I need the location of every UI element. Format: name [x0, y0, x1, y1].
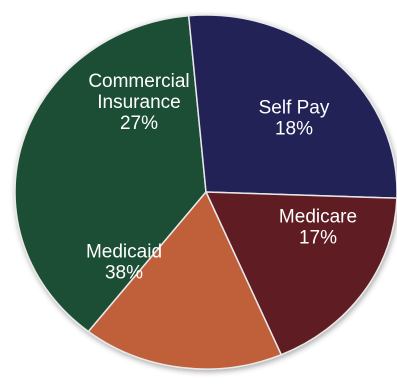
pie-slice-medicare: [87, 190, 283, 370]
pie-slice-commercial: [187, 14, 397, 199]
pie-labels: Medicaid 38% Commercial Insurance 27% Self Pa…: [86, 71, 357, 284]
slice-label-line: 18%: [275, 119, 313, 140]
slice-label-line: Insurance: [97, 92, 180, 113]
pie-slice-medicaid: [14, 14, 207, 333]
slice-label-line: Self Pay: [259, 98, 330, 119]
slice-label-line: 17%: [299, 228, 337, 249]
slice-label-medicaid: Medicaid 38%: [86, 242, 162, 284]
slice-label-line: Medicare: [279, 207, 357, 228]
pie-slice-self-pay: [204, 191, 397, 356]
slice-label-self-pay: Self Pay 18%: [259, 98, 330, 140]
pie-slices: [14, 14, 397, 370]
slice-label-line: 27%: [120, 113, 158, 134]
slice-label-commercial: Commercial Insurance 27%: [88, 71, 189, 134]
slice-label-line: Commercial: [88, 71, 189, 92]
slice-label-line: Medicaid: [86, 242, 162, 263]
slice-label-medicare: Medicare 17%: [279, 207, 357, 249]
slice-label-line: 38%: [105, 263, 143, 284]
